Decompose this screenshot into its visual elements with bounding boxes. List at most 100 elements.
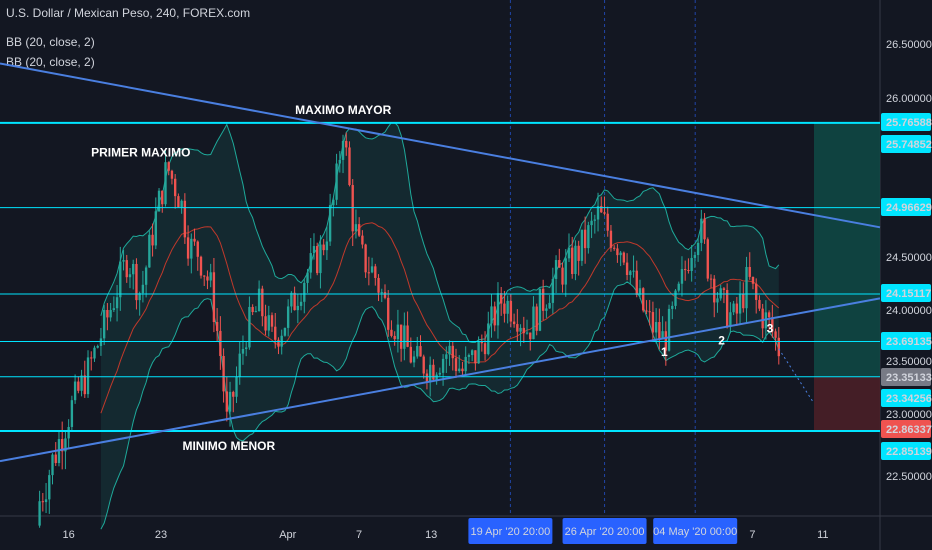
annotation-3: MINIMO MENOR xyxy=(182,439,275,453)
trend-lines[interactable] xyxy=(0,62,881,463)
candle-body xyxy=(580,229,584,261)
candle-body xyxy=(164,162,167,205)
candle-body xyxy=(438,372,442,375)
candle-body xyxy=(593,219,596,221)
candle-body xyxy=(399,324,403,349)
candle-body xyxy=(474,350,477,364)
time-badge-label-1: 19 Apr '20 20:00 xyxy=(471,526,551,538)
candle-body xyxy=(319,244,322,274)
bollinger-bands xyxy=(100,121,780,530)
candle-body xyxy=(551,278,555,303)
annotation-4: 1 xyxy=(661,345,668,359)
candle-body xyxy=(235,376,238,397)
candle-body xyxy=(480,341,484,344)
candle-body xyxy=(616,248,619,256)
price-axis[interactable]: 26.50000 26.00000 24.50000 24.00000 23.50000… xyxy=(881,39,932,483)
candle-body xyxy=(648,311,651,313)
candle-body xyxy=(671,305,674,309)
price-badge-label-7: 23.34256 xyxy=(886,393,932,405)
candle-body xyxy=(529,332,532,340)
time-axis[interactable]: 16 23 Apr 7 13 7 11 19 Apr '20 20:00 26 Apr '20 … xyxy=(63,518,829,544)
candle-body xyxy=(545,308,548,311)
y-tick-2: 26.00000 xyxy=(886,93,932,105)
horizontal-levels[interactable] xyxy=(0,121,880,432)
candle-body xyxy=(387,297,390,330)
candle-body xyxy=(451,345,454,359)
candle-body xyxy=(102,309,106,339)
candle-body xyxy=(535,306,538,331)
candle-body xyxy=(742,293,745,309)
candle-body xyxy=(173,178,177,197)
bb-fill xyxy=(100,122,779,530)
candle-body xyxy=(735,303,739,314)
candle-body xyxy=(267,315,270,331)
candle-body xyxy=(64,438,67,452)
candle-body xyxy=(228,391,232,412)
candle-body xyxy=(509,300,513,322)
candle-body xyxy=(377,277,380,293)
candle-body xyxy=(99,338,103,346)
candle-body xyxy=(93,347,96,359)
candle-body xyxy=(199,256,203,276)
bb-indicator-1[interactable]: BB (20, close, 2) xyxy=(6,35,95,49)
candle-body xyxy=(254,311,258,313)
candle-body xyxy=(299,301,303,306)
candle-body xyxy=(73,381,77,401)
x-tick-6: 7 xyxy=(749,529,755,541)
x-tick-1: 16 xyxy=(63,529,75,541)
candle-body xyxy=(80,375,83,391)
candle-body xyxy=(458,368,461,372)
candle-body xyxy=(422,356,425,374)
candle-body xyxy=(445,354,448,359)
candle-body xyxy=(141,284,145,294)
candle-body xyxy=(122,260,125,262)
position-zones xyxy=(814,122,880,431)
candle-body xyxy=(664,331,668,351)
candle-body xyxy=(761,308,764,329)
candle-body xyxy=(48,475,51,500)
bb-basis xyxy=(100,222,780,414)
candles xyxy=(38,132,780,528)
candle-body xyxy=(612,247,616,249)
candle-body xyxy=(245,347,248,350)
candle-body xyxy=(609,230,613,248)
price-badge-2 xyxy=(881,135,931,153)
candle-body xyxy=(771,317,774,332)
candle-body xyxy=(83,375,86,395)
candle-body xyxy=(596,206,600,220)
candle-body xyxy=(264,316,267,331)
candle-body xyxy=(606,213,609,231)
y-tick-3: 24.50000 xyxy=(886,252,932,264)
candle-body xyxy=(219,330,222,356)
candle-body xyxy=(493,306,496,326)
candle-body xyxy=(306,272,309,283)
x-tick-3: Apr xyxy=(279,529,296,541)
candle-body xyxy=(483,343,487,355)
annotation-5: 2 xyxy=(718,334,725,348)
annotations: MAXIMO MAYOR PRIMER MAXIMO MINIMO MENOR 1 2 3 xyxy=(91,103,774,453)
price-badge-label-8: 22.86337 xyxy=(886,424,932,436)
price-badge-label-9: 22.85139 xyxy=(886,446,932,458)
candle-body xyxy=(500,293,503,304)
price-badge-9 xyxy=(881,442,931,460)
bb-indicator-2[interactable]: BB (20, close, 2) xyxy=(6,55,95,69)
candle-body xyxy=(674,290,677,306)
candle-body xyxy=(629,271,632,275)
candle-body xyxy=(203,275,206,277)
candle-body xyxy=(541,288,545,311)
candle-body xyxy=(525,332,529,334)
candle-body xyxy=(477,341,480,364)
candle-body xyxy=(357,224,361,236)
candle-body xyxy=(293,292,296,311)
candle-body xyxy=(564,258,567,285)
candle-body xyxy=(167,162,170,171)
candle-body xyxy=(490,306,493,324)
candle-body xyxy=(745,266,748,309)
target-zone xyxy=(814,122,880,377)
candle-body xyxy=(212,272,216,322)
time-badge-3 xyxy=(653,518,738,544)
candle-body xyxy=(374,266,377,278)
candle-body xyxy=(503,303,506,314)
candle-body xyxy=(548,302,551,309)
